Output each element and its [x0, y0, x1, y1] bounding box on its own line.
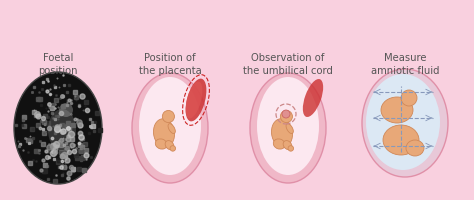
Ellipse shape: [250, 74, 326, 183]
Ellipse shape: [132, 74, 208, 183]
Ellipse shape: [186, 82, 202, 119]
Ellipse shape: [401, 91, 417, 106]
Ellipse shape: [139, 78, 201, 175]
Ellipse shape: [381, 98, 413, 123]
Ellipse shape: [170, 146, 175, 151]
Ellipse shape: [406, 140, 424, 156]
Ellipse shape: [273, 139, 285, 149]
Ellipse shape: [154, 119, 174, 147]
Circle shape: [282, 110, 290, 118]
Ellipse shape: [168, 124, 175, 134]
Ellipse shape: [366, 75, 440, 170]
Ellipse shape: [362, 70, 448, 177]
Ellipse shape: [383, 125, 419, 155]
Text: Position of
the placenta: Position of the placenta: [138, 53, 201, 76]
Ellipse shape: [155, 139, 167, 149]
Ellipse shape: [165, 141, 174, 150]
Ellipse shape: [272, 119, 292, 147]
Ellipse shape: [59, 103, 73, 117]
Ellipse shape: [186, 79, 206, 122]
Ellipse shape: [286, 124, 293, 134]
Ellipse shape: [283, 141, 292, 150]
Ellipse shape: [288, 146, 293, 151]
Text: Observation of
the umbilical cord: Observation of the umbilical cord: [243, 53, 333, 76]
Ellipse shape: [257, 78, 319, 175]
Text: Foetal
position: Foetal position: [38, 53, 78, 76]
Ellipse shape: [303, 80, 323, 117]
Ellipse shape: [48, 109, 76, 151]
Text: Measure
amniotic fluid: Measure amniotic fluid: [371, 53, 439, 76]
Ellipse shape: [163, 111, 174, 123]
Ellipse shape: [280, 111, 292, 123]
Ellipse shape: [14, 73, 102, 184]
